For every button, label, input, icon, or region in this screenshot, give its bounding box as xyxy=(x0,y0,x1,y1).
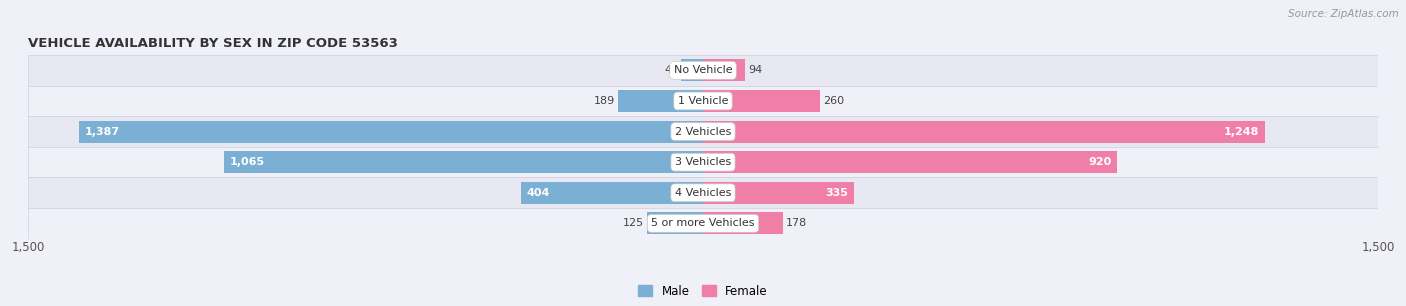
Bar xyxy=(28,116,1378,147)
Text: 2 Vehicles: 2 Vehicles xyxy=(675,127,731,136)
Text: 260: 260 xyxy=(823,96,844,106)
Bar xyxy=(28,55,1378,86)
Bar xyxy=(28,208,1378,239)
Bar xyxy=(522,182,703,204)
Text: 4 Vehicles: 4 Vehicles xyxy=(675,188,731,198)
Text: 1,065: 1,065 xyxy=(229,157,264,167)
Bar xyxy=(28,86,1378,116)
Bar xyxy=(28,147,1378,177)
Bar xyxy=(79,121,703,143)
Text: 3 Vehicles: 3 Vehicles xyxy=(675,157,731,167)
Bar xyxy=(703,59,745,81)
Bar xyxy=(681,59,703,81)
Text: 920: 920 xyxy=(1088,157,1112,167)
Bar xyxy=(224,151,703,173)
Text: Source: ZipAtlas.com: Source: ZipAtlas.com xyxy=(1288,9,1399,19)
Bar xyxy=(647,212,703,234)
Text: 404: 404 xyxy=(527,188,550,198)
Text: 49: 49 xyxy=(664,65,678,75)
Bar xyxy=(703,151,1116,173)
Bar xyxy=(703,90,820,112)
Text: No Vehicle: No Vehicle xyxy=(673,65,733,75)
Bar xyxy=(703,212,783,234)
Text: 178: 178 xyxy=(786,218,807,228)
Legend: Male, Female: Male, Female xyxy=(634,280,772,303)
Text: 125: 125 xyxy=(623,218,644,228)
Bar xyxy=(619,90,703,112)
Bar xyxy=(28,177,1378,208)
Text: 1 Vehicle: 1 Vehicle xyxy=(678,96,728,106)
Text: 1,387: 1,387 xyxy=(84,127,120,136)
Bar xyxy=(703,182,853,204)
Text: 335: 335 xyxy=(825,188,848,198)
Text: 189: 189 xyxy=(593,96,616,106)
Text: 5 or more Vehicles: 5 or more Vehicles xyxy=(651,218,755,228)
Bar xyxy=(703,121,1264,143)
Text: 1,248: 1,248 xyxy=(1223,127,1260,136)
Text: VEHICLE AVAILABILITY BY SEX IN ZIP CODE 53563: VEHICLE AVAILABILITY BY SEX IN ZIP CODE … xyxy=(28,38,398,50)
Text: 94: 94 xyxy=(748,65,762,75)
